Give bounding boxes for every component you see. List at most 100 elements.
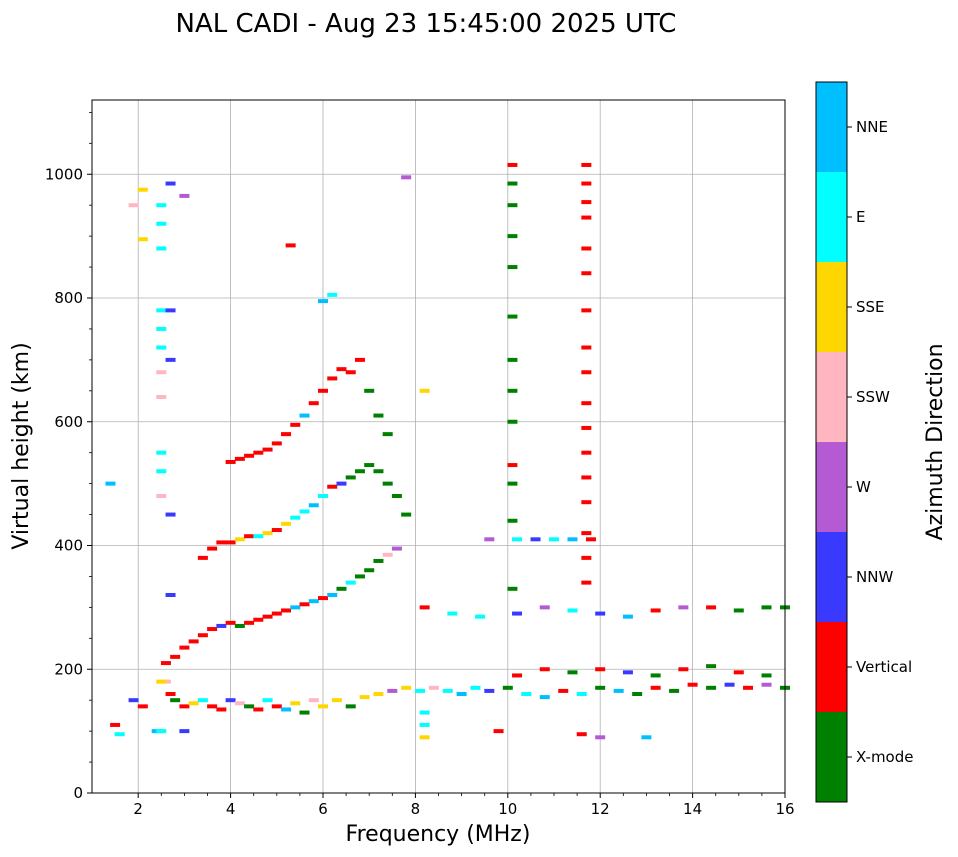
echo-mark <box>539 605 550 610</box>
echo-mark <box>271 528 282 533</box>
echo-mark <box>156 469 167 474</box>
echo-mark <box>364 463 375 468</box>
echo-mark <box>687 682 698 687</box>
colorbar-segment <box>816 262 847 352</box>
echo-mark <box>244 534 255 539</box>
echo-mark <box>507 419 518 424</box>
echo-mark <box>345 475 356 480</box>
echo-mark <box>507 181 518 186</box>
echo-mark <box>761 605 772 610</box>
echo-mark <box>160 661 171 666</box>
echo-mark <box>114 732 125 737</box>
echo-mark <box>318 494 328 498</box>
echo-mark <box>188 701 199 706</box>
echo-mark <box>581 475 592 480</box>
echo-mark <box>308 503 319 508</box>
colorbar-tick-label: Vertical <box>856 658 912 676</box>
echo-mark <box>345 370 356 375</box>
echo-mark <box>650 673 661 678</box>
echo-mark <box>507 463 518 468</box>
echo-mark <box>447 611 458 616</box>
echo-mark <box>581 162 592 167</box>
echo-mark <box>318 388 328 393</box>
y-tick-label: 0 <box>73 784 83 802</box>
echo-mark <box>290 605 301 610</box>
echo-mark <box>428 685 439 690</box>
echo-mark <box>308 599 319 604</box>
colorbar-segment <box>816 352 847 442</box>
echo-mark <box>484 537 495 542</box>
echo-mark <box>364 568 375 573</box>
echo-mark <box>622 614 633 619</box>
echo-mark <box>156 370 167 375</box>
echo-mark <box>382 432 393 437</box>
echo-mark <box>137 187 148 192</box>
echo-mark <box>156 450 167 455</box>
echo-mark <box>318 596 328 601</box>
echo-mark <box>733 670 744 675</box>
echo-mark <box>391 494 402 498</box>
echo-mark <box>225 459 236 464</box>
echo-mark <box>669 688 680 693</box>
echo-mark <box>165 512 176 517</box>
echo-mark <box>244 704 255 709</box>
echo-mark <box>507 314 518 319</box>
echo-mark <box>581 425 592 430</box>
echo-mark <box>595 685 606 690</box>
echo-mark <box>271 611 282 616</box>
plot-area: 2 4 6 8 10 12 14 16 0 200 400 600 800 1000 <box>45 99 795 818</box>
echo-mark <box>678 667 689 672</box>
echo-mark <box>585 537 596 542</box>
echo-mark <box>165 692 176 696</box>
echo-mark <box>156 679 167 684</box>
echo-mark <box>419 710 430 715</box>
echo-mark <box>743 685 754 690</box>
echo-mark <box>419 722 430 727</box>
echo-mark <box>507 388 518 393</box>
echo-mark <box>207 627 218 632</box>
echo-mark <box>581 450 592 455</box>
echo-mark <box>512 537 523 542</box>
echo-mark <box>595 611 606 616</box>
echo-mark <box>244 620 255 625</box>
echo-mark <box>419 735 430 740</box>
echo-mark <box>354 574 365 579</box>
echo-mark <box>581 200 592 205</box>
echo-mark <box>234 456 245 461</box>
echo-mark <box>650 608 661 613</box>
echo-mark <box>165 593 176 597</box>
echo-mark <box>581 308 592 313</box>
echo-mark <box>507 518 518 523</box>
echo-mark <box>156 308 167 313</box>
echo-mark <box>105 481 116 486</box>
echo-mark <box>567 537 578 542</box>
colorbar-tick-label: NNW <box>856 568 893 586</box>
echo-mark <box>262 447 273 452</box>
echo-mark <box>327 292 338 297</box>
echo-mark <box>706 605 717 610</box>
echo-mark <box>179 193 190 198</box>
echo-mark <box>507 234 518 239</box>
echo-mark <box>401 512 412 517</box>
colorbar-segment <box>816 712 847 802</box>
echo-mark <box>128 203 139 208</box>
echo-mark <box>165 308 176 313</box>
colorbar-tick-label: NNE <box>856 118 888 136</box>
x-tick-label: 8 <box>411 800 421 818</box>
echo-mark <box>567 608 578 613</box>
colorbar-frame <box>815 81 848 803</box>
echo-mark <box>567 670 578 675</box>
echo-mark <box>225 540 236 545</box>
echo-mark <box>484 688 495 693</box>
echo-mark <box>507 203 518 208</box>
echo-mark <box>327 376 338 381</box>
colorbar-tick-label: E <box>856 208 865 226</box>
echo-mark <box>281 432 292 437</box>
echo-mark <box>530 537 541 542</box>
echo-mark <box>336 367 347 372</box>
echo-mark <box>581 500 592 505</box>
echo-mark <box>595 667 606 672</box>
x-axis-ticks: 2 4 6 8 10 12 14 16 <box>133 793 795 818</box>
echo-mark <box>539 695 550 700</box>
x-tick-label: 2 <box>133 800 143 818</box>
